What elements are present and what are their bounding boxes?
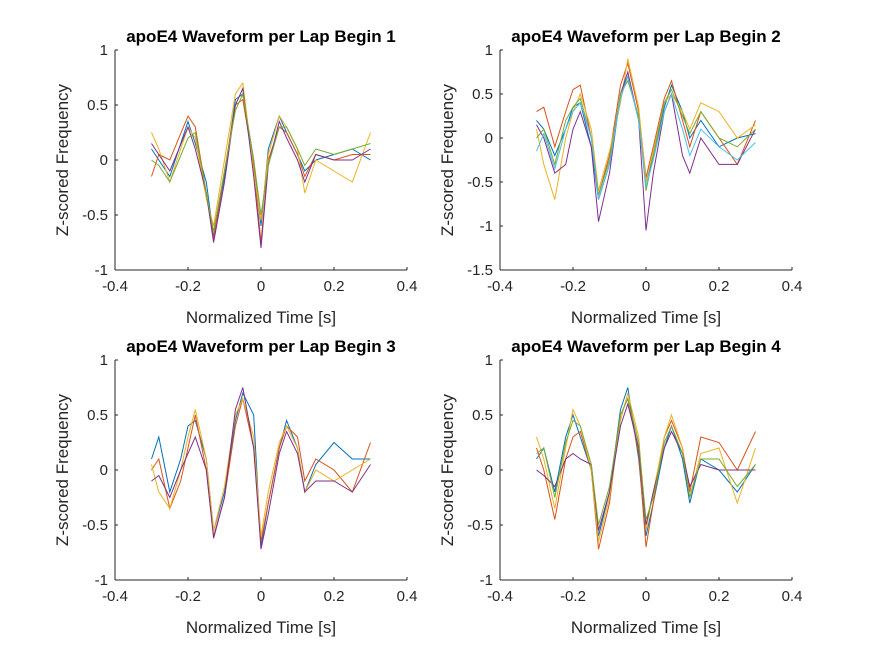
y-tick-label: 0.5 xyxy=(472,86,493,103)
y-tick-label: 0.5 xyxy=(472,407,493,424)
y-tick-label: -0.5 xyxy=(467,174,493,191)
y-tick-label: -1 xyxy=(480,572,493,589)
x-tick-label: -0.2 xyxy=(560,278,586,295)
axes-background xyxy=(500,50,792,270)
y-tick-label: 0 xyxy=(485,130,493,147)
y-tick-label: -1 xyxy=(95,262,108,279)
series-line-1 xyxy=(151,391,371,548)
y-tick-label: -0.5 xyxy=(82,207,108,224)
x-tick-label: 0.2 xyxy=(324,278,345,295)
series-line-2 xyxy=(536,61,756,196)
y-tick-label: 1 xyxy=(100,42,108,59)
series-line-4 xyxy=(536,402,756,531)
x-tick-label: 0.4 xyxy=(782,588,803,605)
series-line-1 xyxy=(536,387,756,537)
y-axis-label: Z-scored Frequency xyxy=(53,393,72,546)
subplot-lap-begin-2: -0.4 -0.2 0 0.2 0.4 -1.5 -1 -0.5 0 0.5 1 apoE4 Wave… xyxy=(438,27,802,327)
x-tick-label: 0.2 xyxy=(709,588,730,605)
series-line-6 xyxy=(536,74,756,200)
y-tick-label: 1 xyxy=(100,352,108,369)
axes-background xyxy=(115,50,407,270)
x-tick-label: -0.2 xyxy=(175,278,201,295)
chart-title: apoE4 Waveform per Lap Begin 3 xyxy=(126,337,396,356)
x-axis-label: Normalized Time [s] xyxy=(186,618,336,637)
series-line-4 xyxy=(536,70,756,231)
chart-title: apoE4 Waveform per Lap Begin 2 xyxy=(511,27,781,46)
y-axis-label: Z-scored Frequency xyxy=(438,83,457,236)
x-tick-label: -0.4 xyxy=(102,588,128,605)
y-tick-label: 0 xyxy=(485,462,493,479)
x-tick-label: 0.2 xyxy=(709,278,730,295)
y-axis-label: Z-scored Frequency xyxy=(438,393,457,546)
x-tick-label: 0.4 xyxy=(397,588,418,605)
series-line-4 xyxy=(151,86,371,249)
series-line-3 xyxy=(151,81,371,227)
x-tick-label: 0 xyxy=(257,278,265,295)
subplot-lap-begin-3: -0.4 -0.2 0 0.2 0.4 -1 -0.5 0 0.5 1 apoE4 Waveform… xyxy=(53,337,417,637)
series-line-2 xyxy=(151,398,371,542)
series-line-2 xyxy=(151,98,371,243)
x-axis-label: Normalized Time [s] xyxy=(186,308,336,327)
x-tick-label: -0.4 xyxy=(102,278,128,295)
series-line-5 xyxy=(151,92,371,232)
x-tick-label: 0 xyxy=(642,588,650,605)
x-tick-label: -0.4 xyxy=(487,278,513,295)
x-tick-label: -0.2 xyxy=(560,588,586,605)
x-tick-label: -0.2 xyxy=(175,588,201,605)
x-tick-label: -0.4 xyxy=(487,588,513,605)
series-line-4 xyxy=(151,387,371,550)
x-axis-label: Normalized Time [s] xyxy=(571,308,721,327)
y-tick-label: -1 xyxy=(480,218,493,235)
x-tick-label: 0 xyxy=(257,588,265,605)
y-tick-label: 1 xyxy=(485,352,493,369)
series-line-3 xyxy=(536,58,756,200)
subplot-lap-begin-1: -0.4 -0.2 0 0.2 0.4 -1 -0.5 0 0.5 1 apoE4 Waveform… xyxy=(53,27,417,327)
x-tick-label: 0.4 xyxy=(397,278,418,295)
y-tick-label: -0.5 xyxy=(82,517,108,534)
x-axis-label: Normalized Time [s] xyxy=(571,618,721,637)
y-tick-label: -1.5 xyxy=(467,262,493,279)
x-tick-label: 0.2 xyxy=(324,588,345,605)
x-tick-label: 0.4 xyxy=(782,278,803,295)
x-tick-label: 0 xyxy=(642,278,650,295)
y-tick-label: -1 xyxy=(95,572,108,589)
y-tick-label: 0 xyxy=(100,152,108,169)
subplot-lap-begin-4: -0.4 -0.2 0 0.2 0.4 -1 -0.5 0 0.5 1 apoE4 Waveform… xyxy=(438,337,802,637)
y-tick-label: -0.5 xyxy=(467,517,493,534)
y-axis-label: Z-scored Frequency xyxy=(53,83,72,236)
y-tick-label: 1 xyxy=(485,42,493,59)
chart-title: apoE4 Waveform per Lap Begin 4 xyxy=(511,337,781,356)
chart-title: apoE4 Waveform per Lap Begin 1 xyxy=(126,27,396,46)
y-tick-label: 0.5 xyxy=(87,407,108,424)
y-tick-label: 0.5 xyxy=(87,97,108,114)
series-line-5 xyxy=(536,396,756,526)
y-tick-label: 0 xyxy=(100,462,108,479)
